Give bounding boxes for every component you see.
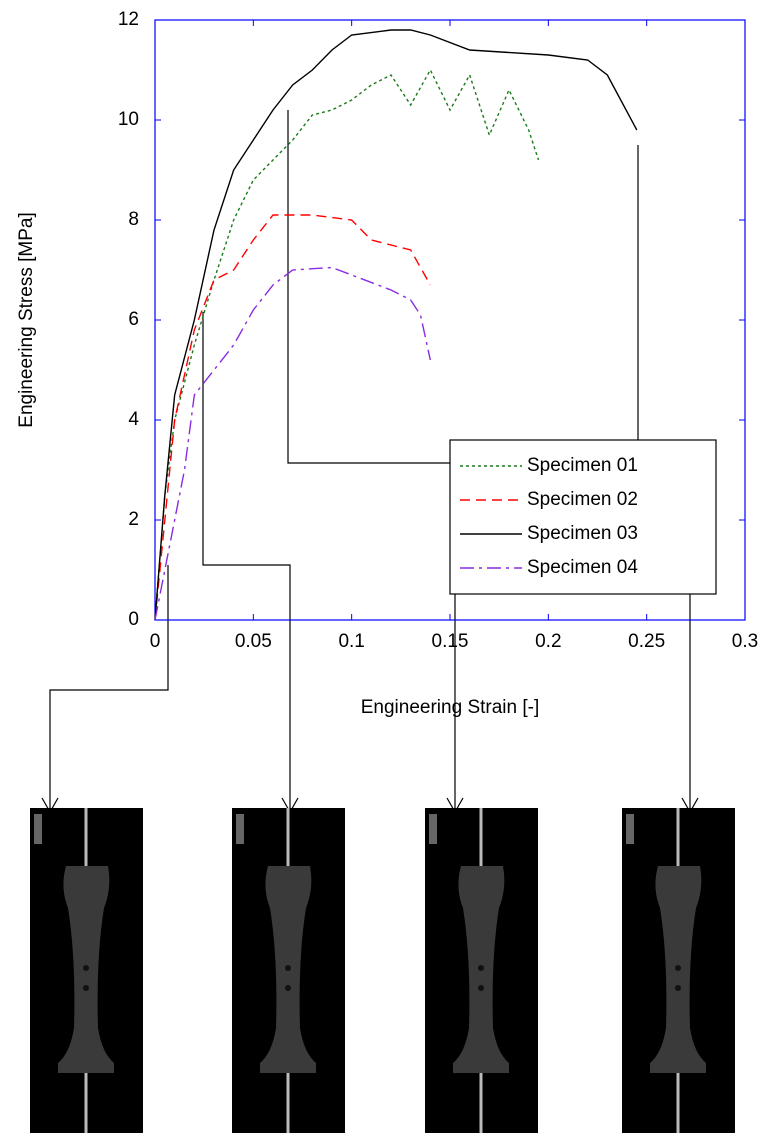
connector: [202, 312, 299, 814]
x-tick-label: 0.15: [432, 631, 469, 652]
y-tick-label: 4: [128, 409, 139, 430]
legend-label: Specimen 03: [527, 523, 638, 544]
data-line: [154, 68, 540, 621]
legend-label: Specimen 04: [527, 557, 638, 578]
y-tick-label: 2: [128, 509, 139, 530]
data-line: [154, 214, 431, 621]
x-axis-label: Engineering Strain [-]: [361, 697, 540, 718]
data-line: [154, 29, 638, 621]
x-tick-label: 0.1: [338, 631, 364, 652]
y-tick-label: 0: [128, 609, 139, 630]
y-tick-label: 8: [128, 209, 139, 230]
specimen-photo: [423, 806, 540, 1133]
x-tick-label: 0: [150, 631, 161, 652]
x-tick-label: 0.05: [235, 631, 272, 652]
specimen-photo: [28, 806, 145, 1133]
specimen-photo: [230, 806, 347, 1133]
x-tick-label: 0.25: [628, 631, 665, 652]
y-axis-label: Engineering Stress [MPa]: [16, 212, 37, 427]
x-tick-label: 0.2: [535, 631, 561, 652]
legend-label: Specimen 02: [527, 489, 638, 510]
y-tick-label: 6: [128, 309, 139, 330]
x-tick-label: 0.3: [732, 631, 758, 652]
data-line: [154, 266, 432, 621]
connector: [41, 565, 169, 814]
specimen-photo: [620, 806, 737, 1133]
y-tick-label: 12: [118, 9, 139, 30]
y-tick-label: 10: [118, 109, 139, 130]
plot: [154, 19, 746, 621]
legend-label: Specimen 01: [527, 455, 638, 476]
